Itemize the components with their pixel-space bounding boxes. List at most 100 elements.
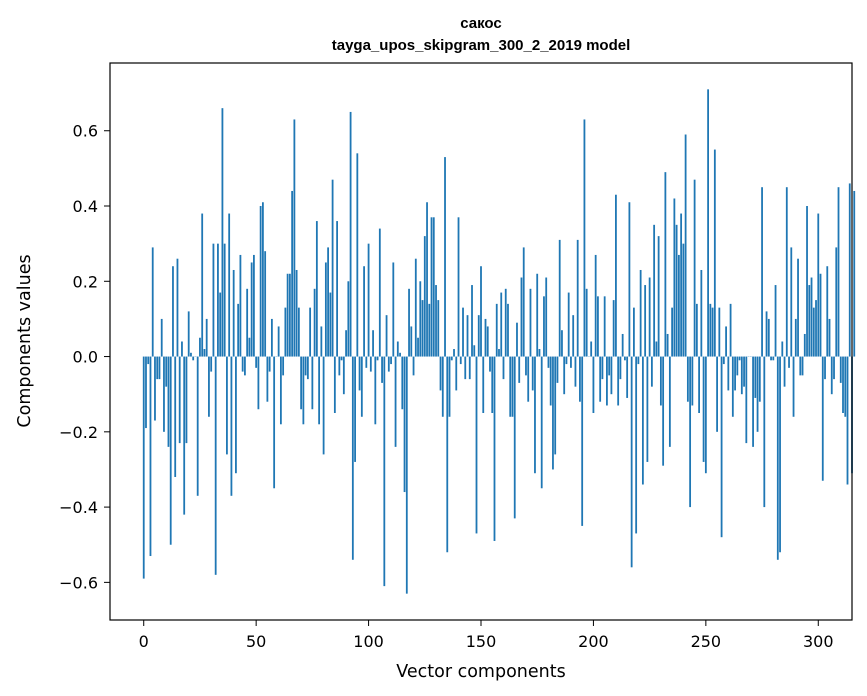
bar-component-252 [709,303,712,357]
bar-component-15 [176,258,179,357]
bar-component-316 [853,190,856,357]
bar-component-42 [237,303,240,357]
y-tick-label: −0.6 [59,573,98,592]
bar-component-293 [801,356,804,376]
bar-component-313 [846,356,849,485]
bar-component-193 [576,239,579,357]
bar-component-196 [583,119,586,357]
bar-component-16 [178,356,181,444]
bars-group [142,89,856,594]
bar-component-68 [295,269,298,357]
bar-component-120 [412,356,415,376]
x-tick-label: 150 [466,632,497,651]
bar-component-178 [543,296,545,357]
bar-component-255 [716,356,718,432]
bar-component-119 [410,326,413,357]
bar-component-184 [556,356,559,383]
bar-component-57 [270,318,273,357]
bar-component-243 [689,356,692,508]
bar-component-96 [358,356,361,391]
bar-component-70 [300,356,303,410]
bar-component-233 [666,333,669,357]
bar-component-273 [756,356,759,432]
bar-component-306 [830,356,833,395]
bar-component-168 [520,277,523,357]
bar-component-97 [360,356,363,417]
bar-component-156 [493,356,496,541]
bar-component-130 [435,285,437,357]
bar-component-116 [403,356,406,493]
bar-component-232 [664,172,667,357]
bar-component-211 [617,356,620,406]
bar-component-160 [502,356,505,380]
bar-component-11 [167,356,170,447]
bar-component-217 [630,356,633,568]
bar-component-149 [477,315,480,357]
bar-component-224 [646,356,649,462]
bar-component-43 [239,254,242,357]
bar-component-109 [387,356,390,372]
bar-component-66 [291,190,294,357]
bar-component-284 [781,341,784,357]
bar-component-310 [839,356,842,383]
bar-component-146 [471,285,473,357]
bar-component-48 [250,262,253,357]
bar-component-40 [232,269,235,357]
bar-component-261 [729,303,732,357]
bar-component-265 [738,356,741,361]
bar-component-296 [808,285,811,357]
bar-component-35 [221,108,224,357]
bar-component-85 [333,356,336,413]
bar-component-107 [383,356,386,587]
bar-component-101 [369,356,372,372]
bar-component-187 [563,356,566,395]
bar-component-218 [633,307,635,357]
y-tick-label: −0.2 [59,423,98,442]
bar-component-174 [534,356,536,474]
bar-component-195 [581,356,584,526]
bar-component-267 [743,356,745,387]
bar-component-72 [304,356,307,376]
bar-component-88 [340,356,343,361]
bar-component-39 [230,356,233,496]
bar-component-275 [761,187,763,357]
bar-component-26 [201,213,204,357]
bar-component-208 [610,356,613,395]
x-tick-label: 250 [691,632,722,651]
bar-component-311 [842,356,844,413]
bar-component-250 [704,356,707,474]
bar-component-303 [824,356,826,380]
plot-frame [109,62,853,621]
bar-component-192 [574,356,577,387]
bar-component-167 [518,356,521,383]
bar-component-36 [223,243,226,357]
y-tick-label: 0.2 [73,272,98,291]
bar-component-143 [464,356,467,380]
bar-component-253 [711,307,714,357]
bar-component-262 [731,356,734,417]
bar-component-237 [675,224,678,357]
bar-component-78 [318,356,321,425]
bar-component-151 [482,356,485,413]
bar-component-113 [396,341,399,357]
bar-component-86 [336,221,338,357]
bar-component-238 [677,254,680,357]
bar-component-314 [848,183,851,357]
bar-component-172 [529,288,532,357]
bar-component-82 [327,247,329,357]
bar-component-297 [810,277,813,357]
bar-component-292 [799,356,802,376]
bar-component-12 [169,356,172,545]
bar-component-204 [601,356,604,380]
bar-component-108 [385,315,388,357]
bar-component-137 [450,356,453,361]
bar-component-13 [172,266,174,357]
bar-component-235 [671,307,674,357]
bar-component-188 [565,356,568,365]
bar-component-148 [475,356,478,534]
bar-component-87 [338,356,341,376]
bar-component-206 [606,356,608,406]
bar-component-100 [367,243,370,357]
bar-component-308 [835,247,838,357]
